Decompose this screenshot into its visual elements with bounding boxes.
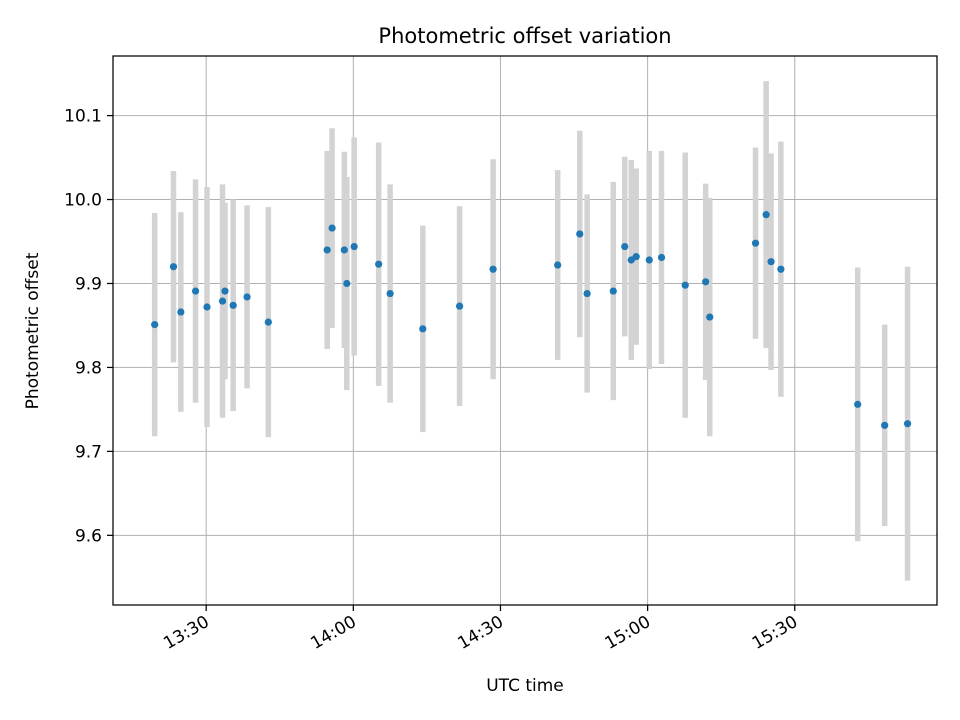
data-point <box>777 265 785 273</box>
data-point <box>191 287 200 295</box>
chart-title: Photometric offset variation <box>378 24 671 48</box>
data-point <box>343 279 351 288</box>
data-point <box>621 242 629 251</box>
data-point <box>375 260 383 268</box>
data-point <box>903 420 912 428</box>
data-point <box>767 258 775 266</box>
data-point <box>419 325 427 333</box>
data-point <box>323 246 331 254</box>
data-point <box>151 321 159 329</box>
data-point <box>881 421 889 429</box>
data-point <box>340 246 348 254</box>
data-point <box>645 256 653 264</box>
plot-frame <box>112 55 938 606</box>
data-point <box>456 302 464 310</box>
data-point <box>218 297 227 305</box>
y-tick-label: 9.6 <box>75 526 102 546</box>
y-tick-label: 10.1 <box>64 107 102 127</box>
data-point <box>762 211 770 219</box>
x-axis-label: UTC time <box>486 676 564 696</box>
data-point <box>657 253 666 262</box>
data-point <box>177 308 185 316</box>
data-point <box>169 263 178 271</box>
data-point <box>751 239 760 247</box>
y-axis-label: Photometric offset <box>23 252 43 409</box>
data-point <box>576 230 584 238</box>
data-point <box>554 261 562 269</box>
grid-lines <box>113 56 937 605</box>
data-point <box>328 224 336 232</box>
data-point <box>243 293 251 301</box>
data-point <box>386 289 394 298</box>
y-tick-label: 9.9 <box>75 274 102 294</box>
data-point <box>681 281 689 289</box>
data-point <box>583 289 591 298</box>
data-point <box>632 253 640 261</box>
data-point <box>854 400 862 408</box>
data-point <box>609 287 617 295</box>
data-point <box>489 265 497 273</box>
data-point <box>264 318 272 326</box>
data-point <box>706 313 714 321</box>
data-point <box>203 303 211 311</box>
data-point <box>350 242 358 251</box>
data-point <box>702 278 710 286</box>
data-point <box>229 301 237 309</box>
data-points <box>151 211 912 429</box>
y-tick-label: 9.8 <box>75 358 102 378</box>
y-tick-label: 9.7 <box>75 442 102 462</box>
y-tick-label: 10.0 <box>64 191 102 211</box>
data-point <box>221 287 229 295</box>
